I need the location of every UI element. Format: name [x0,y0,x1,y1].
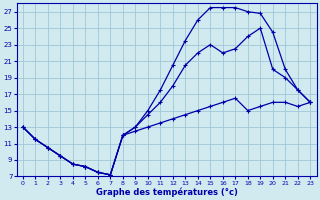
X-axis label: Graphe des températures (°c): Graphe des températures (°c) [96,187,237,197]
